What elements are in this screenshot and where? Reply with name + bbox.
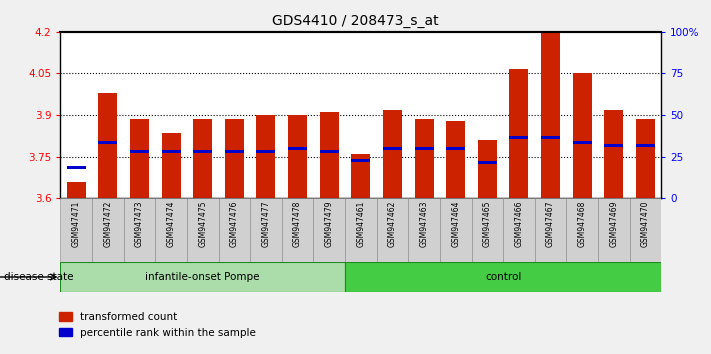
Bar [636,144,655,147]
Bar [383,109,402,198]
FancyBboxPatch shape [377,198,408,262]
Bar [320,150,338,153]
Bar [572,74,592,198]
Bar [447,121,465,198]
Bar [478,140,497,198]
FancyBboxPatch shape [218,198,250,262]
Text: GSM947470: GSM947470 [641,201,650,247]
FancyBboxPatch shape [60,262,345,292]
FancyBboxPatch shape [155,198,187,262]
Text: GSM947461: GSM947461 [356,201,365,247]
Bar [67,182,86,198]
Text: GSM947474: GSM947474 [166,201,176,247]
FancyBboxPatch shape [92,198,124,262]
Bar [130,150,149,153]
Text: GSM947477: GSM947477 [262,201,270,247]
FancyBboxPatch shape [408,198,440,262]
Bar [415,147,434,150]
Bar [130,119,149,198]
Legend: transformed count, percentile rank within the sample: transformed count, percentile rank withi… [55,308,260,342]
FancyBboxPatch shape [440,198,471,262]
Text: GSM947467: GSM947467 [546,201,555,247]
Text: GSM947473: GSM947473 [135,201,144,247]
Bar [225,150,244,153]
FancyBboxPatch shape [630,198,661,262]
Bar [193,119,212,198]
Bar [67,166,86,169]
FancyBboxPatch shape [250,198,282,262]
Bar [478,161,497,164]
Bar [161,133,181,198]
Bar [351,154,370,198]
Text: control: control [485,272,521,282]
Bar [510,69,528,198]
Bar [351,159,370,162]
Text: GSM947478: GSM947478 [293,201,302,247]
FancyBboxPatch shape [567,198,598,262]
Text: GDS4410 / 208473_s_at: GDS4410 / 208473_s_at [272,14,439,28]
Text: GSM947463: GSM947463 [419,201,429,247]
Bar [225,119,244,198]
Text: GSM947462: GSM947462 [388,201,397,247]
Bar [510,136,528,139]
Bar [257,150,275,153]
Bar [415,119,434,198]
Bar [604,109,624,198]
FancyBboxPatch shape [535,198,567,262]
FancyBboxPatch shape [60,198,92,262]
Bar [572,141,592,144]
FancyBboxPatch shape [598,198,630,262]
Text: GSM947469: GSM947469 [609,201,619,247]
FancyBboxPatch shape [471,198,503,262]
Text: GSM947464: GSM947464 [451,201,460,247]
Text: GSM947472: GSM947472 [103,201,112,247]
Bar [288,115,307,198]
Text: GSM947468: GSM947468 [577,201,587,247]
Bar [193,150,212,153]
Bar [161,150,181,153]
FancyBboxPatch shape [503,198,535,262]
FancyBboxPatch shape [314,198,345,262]
Bar [320,112,338,198]
FancyBboxPatch shape [187,198,218,262]
Text: infantile-onset Pompe: infantile-onset Pompe [146,272,260,282]
Text: GSM947479: GSM947479 [325,201,333,247]
FancyBboxPatch shape [282,198,314,262]
Text: GSM947475: GSM947475 [198,201,207,247]
Text: GSM947476: GSM947476 [230,201,239,247]
Bar [288,147,307,150]
Bar [541,136,560,139]
FancyBboxPatch shape [345,198,377,262]
FancyBboxPatch shape [124,198,155,262]
Bar [257,115,275,198]
Text: disease state: disease state [4,272,73,282]
Bar [604,144,624,147]
Bar [383,147,402,150]
Text: GSM947471: GSM947471 [72,201,81,247]
Bar [98,93,117,198]
Text: GSM947465: GSM947465 [483,201,492,247]
Text: GSM947466: GSM947466 [515,201,523,247]
Bar [447,147,465,150]
Bar [541,32,560,198]
Bar [98,141,117,144]
FancyBboxPatch shape [345,262,661,292]
Bar [636,119,655,198]
